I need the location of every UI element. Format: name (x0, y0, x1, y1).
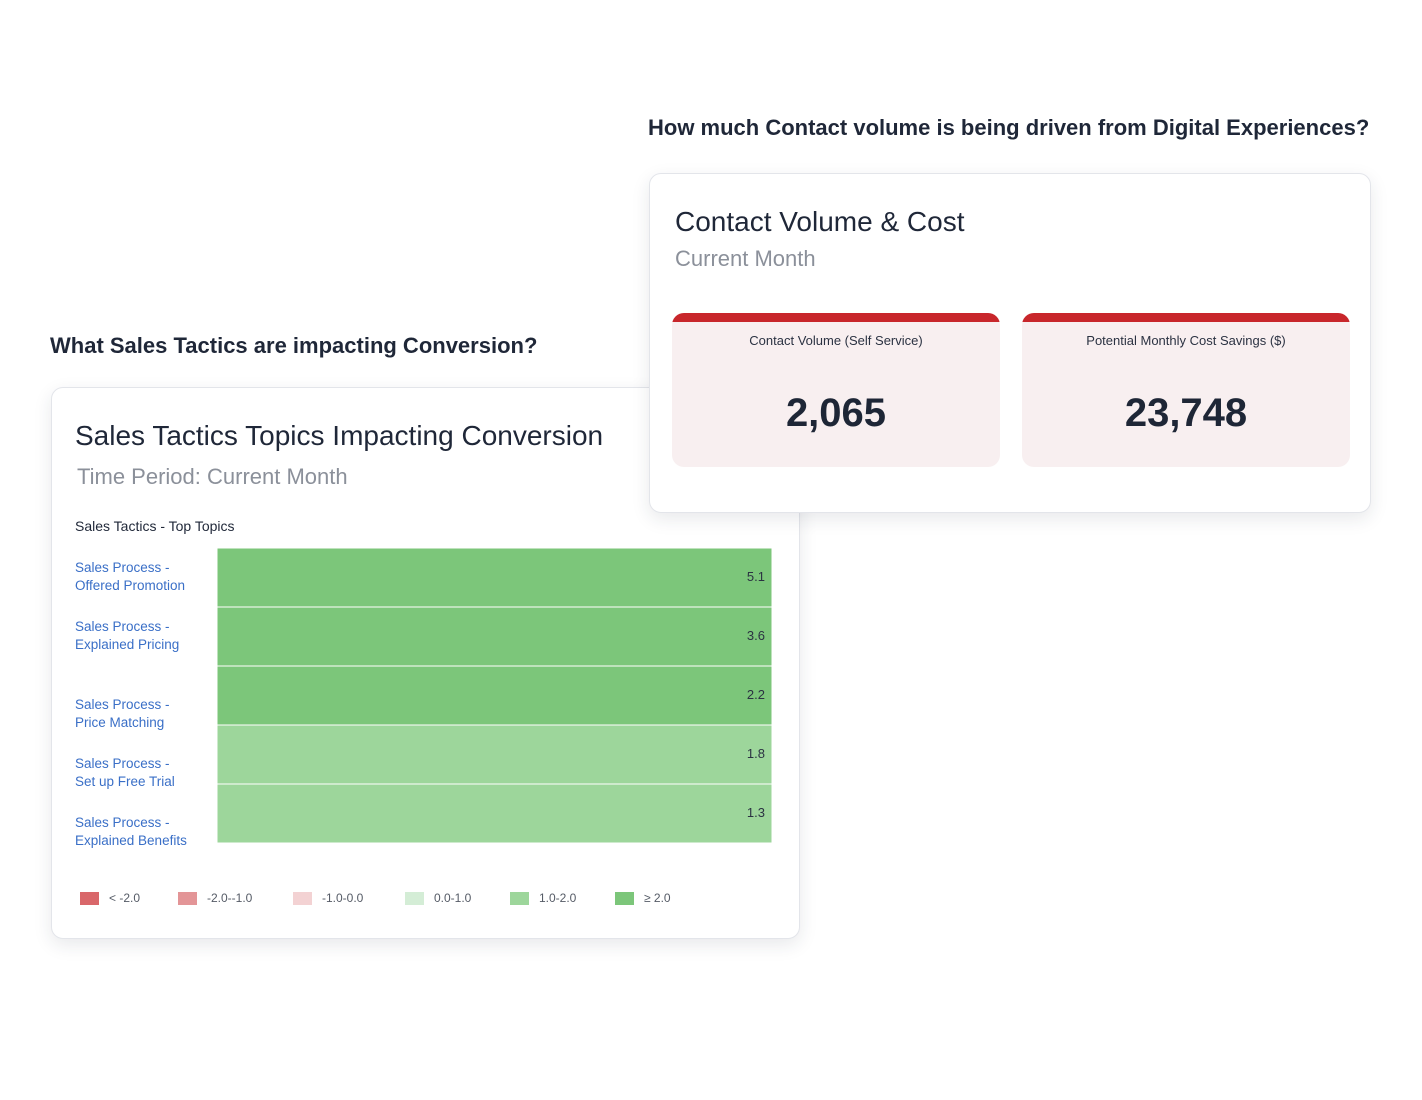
heatmap-cell (216, 606, 773, 667)
heatmap-value-label: 5.1 (747, 569, 765, 584)
legend-label: 0.0-1.0 (434, 891, 472, 905)
heatmap-legend: < -2.0 -2.0--1.0 -1.0-0.0 0.0-1.0 1.0-2.0 ≥ 2… (80, 888, 780, 908)
kpi-value: 2,065 (785, 391, 887, 435)
contact-card-subtitle: Current Month (675, 246, 816, 271)
heatmap-row-label: Sales Process - (75, 619, 170, 634)
legend-item: < -2.0 (80, 888, 140, 908)
legend-swatch (80, 891, 99, 905)
legend-item: ≥ 2.0 (615, 888, 671, 908)
kpi-label: Contact Volume (Self Service) (749, 333, 923, 348)
kpi-accent-bar (1022, 313, 1350, 322)
heatmap-row-label: Sales Process - (75, 560, 170, 575)
legend-label: ≥ 2.0 (644, 891, 671, 905)
contact-card-title: Contact Volume & Cost (675, 206, 965, 237)
kpi-contact-volume: Contact Volume (Self Service) 2,065 (672, 313, 1000, 467)
heatmap-value-label: 1.3 (747, 805, 765, 820)
chart-title: Sales Tactics - Top Topics (75, 518, 235, 534)
heatmap-row-label: Sales Process - (75, 756, 170, 771)
legend-item: -1.0-0.0 (293, 888, 363, 908)
heatmap-cell (216, 724, 773, 785)
heatmap-row-label: Explained Pricing (75, 637, 179, 652)
legend-swatch (293, 891, 312, 905)
heatmap-value-label: 2.2 (747, 687, 765, 702)
heatmap-cell (216, 547, 773, 608)
kpi-value: 23,748 (1124, 391, 1248, 435)
contact-question-heading: How much Contact volume is being driven … (648, 115, 1370, 140)
contact-volume-card: Contact Volume & Cost Current Month Cont… (649, 173, 1371, 513)
heatmap-value-label: 1.8 (747, 746, 765, 761)
kpi-cost-savings: Potential Monthly Cost Savings ($) 23,74… (1022, 313, 1350, 467)
heatmap-cell (216, 783, 773, 844)
legend-label: 1.0-2.0 (539, 891, 577, 905)
heatmap-row-label: Explained Benefits (75, 833, 187, 848)
legend-swatch (510, 891, 529, 905)
heatmap-cell (216, 665, 773, 726)
legend-swatch (615, 891, 634, 905)
legend-swatch (178, 891, 197, 905)
legend-item: -2.0--1.0 (178, 888, 252, 908)
sales-tactics-heatmap: 5.1 Sales Process - Offered Promotion 3.6 Sa… (75, 547, 773, 848)
heatmap-row-label: Sales Process - (75, 815, 170, 830)
kpi-accent-bar (672, 313, 1000, 322)
legend-label: -2.0--1.0 (207, 891, 253, 905)
sales-question-heading: What Sales Tactics are impacting Convers… (50, 333, 538, 358)
heatmap-row-label: Set up Free Trial (75, 774, 175, 789)
sales-card-subtitle: Time Period: Current Month (77, 464, 348, 489)
heatmap-row-label: Sales Process - (75, 697, 170, 712)
legend-label: -1.0-0.0 (322, 891, 364, 905)
legend-item: 0.0-1.0 (405, 888, 471, 908)
legend-swatch (405, 891, 424, 905)
heatmap-row-label: Offered Promotion (75, 578, 185, 593)
legend-item: 1.0-2.0 (510, 888, 576, 908)
sales-card-title: Sales Tactics Topics Impacting Conversio… (75, 420, 604, 451)
legend-label: < -2.0 (109, 891, 141, 905)
kpi-label: Potential Monthly Cost Savings ($) (1086, 333, 1286, 348)
heatmap-row-label: Price Matching (75, 715, 164, 730)
heatmap-value-label: 3.6 (747, 628, 765, 643)
